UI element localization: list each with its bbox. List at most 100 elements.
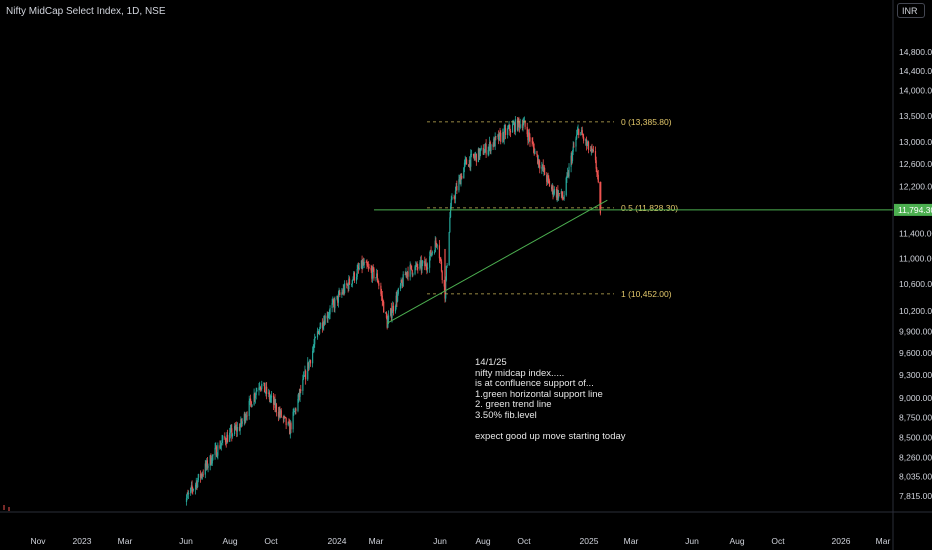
candle: [493, 138, 496, 147]
candle: [441, 271, 443, 281]
candle: [421, 263, 423, 270]
candle: [356, 268, 358, 277]
time-tick-label: 2023: [73, 536, 92, 546]
candle: [309, 360, 312, 364]
candle: [187, 492, 190, 494]
candle: [509, 125, 511, 131]
candle: [500, 133, 502, 142]
candle: [236, 426, 238, 432]
candle: [245, 417, 247, 422]
note-line: 3.50% fib.level: [475, 409, 537, 421]
candle: [468, 164, 470, 167]
candle: [414, 266, 416, 274]
candle: [409, 265, 411, 277]
candle: [258, 387, 260, 391]
candle: [542, 164, 544, 171]
candle: [455, 185, 457, 191]
candle: [424, 260, 426, 266]
candle: [567, 172, 569, 176]
candle: [326, 315, 328, 319]
candle: [240, 419, 242, 427]
candle: [348, 278, 351, 285]
candle: [357, 266, 359, 269]
candle: [529, 137, 531, 142]
candle: [539, 165, 541, 169]
candle: [449, 206, 452, 218]
candle: [381, 295, 383, 301]
trend-line[interactable]: [386, 199, 608, 324]
candle: [307, 362, 309, 380]
candle: [341, 292, 344, 294]
candle: [487, 150, 489, 155]
candle: [243, 413, 245, 422]
candle: [300, 389, 302, 391]
candle: [201, 474, 204, 477]
candle: [367, 265, 369, 267]
candle: [573, 146, 575, 148]
time-axis[interactable]: Nov 2023 Mar Jun Aug Oct 2024 Mar Jun Aug Oct 2025 M…: [30, 536, 890, 546]
candle: [463, 167, 465, 179]
candle: [397, 293, 399, 302]
candle: [390, 308, 392, 318]
candle: [417, 267, 419, 269]
candle: [190, 485, 192, 488]
candle: [362, 261, 364, 269]
candle: [541, 167, 543, 169]
note-line: 1.green horizontal support line: [475, 388, 603, 400]
candle: [382, 300, 384, 302]
candles[interactable]: [3, 116, 602, 511]
candle: [288, 422, 290, 424]
candle: [591, 147, 593, 150]
time-tick-label: Mar: [118, 536, 133, 546]
candle: [465, 159, 467, 161]
candle: [415, 263, 418, 266]
candle: [269, 398, 271, 400]
candle: [366, 262, 368, 266]
candle: [392, 305, 394, 314]
candle: [475, 153, 477, 156]
last-price-tag: [894, 203, 932, 216]
time-tick-label: Jun: [179, 536, 193, 546]
candle: [246, 415, 248, 417]
candle: [551, 186, 553, 190]
candle: [380, 293, 383, 296]
candle: [557, 190, 559, 199]
candle: [322, 326, 324, 328]
candle: [536, 151, 538, 155]
candle: [317, 331, 319, 332]
candle: [449, 217, 451, 233]
candle: [321, 322, 323, 328]
candle: [200, 474, 202, 478]
candle: [537, 159, 539, 164]
candle: [527, 132, 530, 141]
candle: [376, 273, 379, 281]
candle: [346, 283, 348, 285]
candle: [590, 147, 592, 152]
candle: [312, 348, 314, 351]
candle: [192, 489, 195, 491]
candle: [461, 175, 463, 179]
candle: [373, 268, 375, 279]
price-axis[interactable]: 14,800.00 14,400.00 14,000.00 13,500.00 13,0…: [894, 47, 932, 501]
symbol-title[interactable]: Nifty MidCap Select Index, 1D, NSE: [6, 6, 166, 17]
candle: [201, 474, 203, 477]
candle: [512, 124, 514, 126]
time-tick-label: Jun: [685, 536, 699, 546]
candle: [490, 144, 492, 152]
candle: [378, 283, 380, 286]
candle: [483, 152, 485, 155]
candle: [217, 445, 219, 456]
time-tick-label: Mar: [876, 536, 891, 546]
candle: [419, 262, 421, 269]
candle: [394, 306, 397, 312]
candle: [299, 389, 301, 397]
candle: [289, 423, 291, 435]
candle: [305, 370, 307, 380]
currency-button[interactable]: INR: [897, 3, 925, 18]
candle: [534, 151, 536, 155]
candle: [443, 280, 445, 287]
candle: [293, 411, 295, 413]
candle: [590, 150, 592, 152]
